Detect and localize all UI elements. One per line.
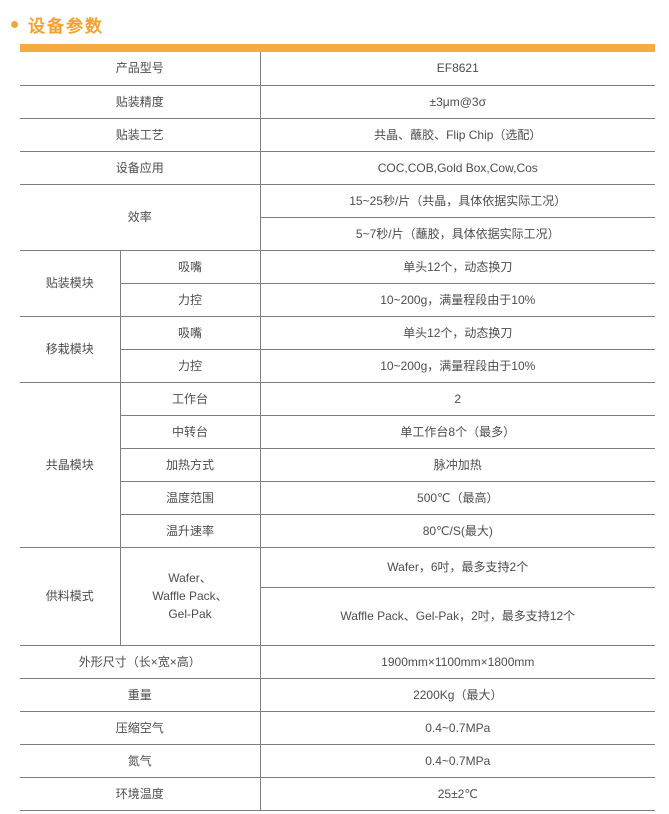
param-value: EF8621 <box>259 52 656 86</box>
table-row: 5~7秒/片（蘸胶，具体依据实际工况） <box>20 217 656 251</box>
param-label: 外形尺寸（长×宽×高） <box>20 645 261 679</box>
table-row: Waffle Pack、Gel-Pak，2吋，最多支持12个 <box>20 587 656 646</box>
param-value: 15~25秒/片（共晶，具体依据实际工况） <box>259 184 656 218</box>
param-value: 10~200g，满量程段由于10% <box>259 283 656 317</box>
param-value: 500℃（最高） <box>259 481 656 515</box>
param-label: 氮气 <box>20 744 261 778</box>
param-value: 2200Kg（最大） <box>259 678 656 712</box>
param-value: Wafer，6吋，最多支持2个 <box>259 547 656 588</box>
table-row: 外形尺寸（长×宽×高） 1900mm×1100mm×1800mm <box>20 645 656 679</box>
table-row: 设备应用 COC,COB,Gold Box,Cow,Cos <box>20 151 656 185</box>
bullet-icon <box>11 20 18 28</box>
table-row: 贴装工艺 共晶、蘸胶、Flip Chip（选配） <box>20 118 656 152</box>
table-row: 重量 2200Kg（最大） <box>20 678 656 712</box>
table-row: 贴装精度 ±3μm@3σ <box>20 85 656 119</box>
param-value: 2 <box>259 382 656 416</box>
param-sub-label: 温升速率 <box>119 514 261 548</box>
table-row: 供料模式 Wafer、 Waffle Pack、 Gel-Pak Wafer，6… <box>20 547 656 646</box>
param-label: 压缩空气 <box>20 711 261 745</box>
section-header: 设备参数 <box>0 0 669 37</box>
param-group-label: 贴装模块 <box>20 250 120 317</box>
param-value: 0.4~0.7MPa <box>259 744 656 778</box>
table-row: 氮气 0.4~0.7MPa <box>20 744 656 778</box>
table-row: 温度范围 500℃（最高） <box>20 481 656 515</box>
table-row: 产品型号 EF8621 <box>20 52 656 86</box>
param-value: 0.4~0.7MPa <box>259 711 656 745</box>
table-row: 力控 10~200g，满量程段由于10% <box>20 283 656 317</box>
table-row: 共晶模块 工作台 2 <box>20 382 656 548</box>
table-row: 力控 10~200g，满量程段由于10% <box>20 349 656 383</box>
param-label: 重量 <box>20 678 261 712</box>
param-label: 贴装工艺 <box>20 118 261 152</box>
spec-table: 产品型号 EF8621 贴装精度 ±3μm@3σ 贴装工艺 共晶、蘸胶、Flip… <box>20 52 656 811</box>
table-row: 压缩空气 0.4~0.7MPa <box>20 711 656 745</box>
table-row: 效率 15~25秒/片（共晶，具体依据实际工况） <box>20 184 656 251</box>
param-group-label: 移栽模块 <box>20 316 120 383</box>
param-value: ±3μm@3σ <box>259 85 656 119</box>
table-row: 中转台 单工作台8个（最多） <box>20 415 656 449</box>
param-value: 1900mm×1100mm×1800mm <box>259 645 656 679</box>
table-row: 加热方式 脉冲加热 <box>20 448 656 482</box>
table-row: 移栽模块 吸嘴 单头12个，动态换刀 <box>20 316 656 383</box>
param-label: 效率 <box>20 184 261 251</box>
table-top-accent-bar <box>20 44 655 52</box>
param-value: 10~200g，满量程段由于10% <box>259 349 656 383</box>
param-label: 设备应用 <box>20 151 261 185</box>
param-sub-label: 吸嘴 <box>119 316 261 350</box>
param-sub-label: 工作台 <box>119 382 261 416</box>
table-row: 温升速率 80℃/S(最大) <box>20 514 656 548</box>
param-value: 单头12个，动态换刀 <box>259 316 656 350</box>
param-value: Waffle Pack、Gel-Pak，2吋，最多支持12个 <box>259 587 656 646</box>
page-title: 设备参数 <box>28 16 104 36</box>
param-value: COC,COB,Gold Box,Cow,Cos <box>259 151 656 185</box>
param-sub-label: 加热方式 <box>119 448 261 482</box>
param-value: 脉冲加热 <box>259 448 656 482</box>
table-row: 环境温度 25±2℃ <box>20 777 656 811</box>
param-group-label: 供料模式 <box>20 547 120 646</box>
param-value: 5~7秒/片（蘸胶，具体依据实际工况） <box>259 217 656 251</box>
param-group-label: 共晶模块 <box>20 382 120 548</box>
param-label: 产品型号 <box>20 52 261 86</box>
param-sub-label: Wafer、 Waffle Pack、 Gel-Pak <box>119 547 261 646</box>
param-label: 环境温度 <box>20 777 261 811</box>
param-sub-label: 力控 <box>119 349 261 383</box>
param-value: 单头12个，动态换刀 <box>259 250 656 284</box>
param-value: 单工作台8个（最多） <box>259 415 656 449</box>
param-label: 贴装精度 <box>20 85 261 119</box>
param-sub-label: 中转台 <box>119 415 261 449</box>
param-sub-label: 力控 <box>119 283 261 317</box>
param-value: 25±2℃ <box>259 777 656 811</box>
param-value: 共晶、蘸胶、Flip Chip（选配） <box>259 118 656 152</box>
param-sub-label: 吸嘴 <box>119 250 261 284</box>
param-sub-label: 温度范围 <box>119 481 261 515</box>
table-row: 贴装模块 吸嘴 单头12个，动态换刀 <box>20 250 656 317</box>
param-value: 80℃/S(最大) <box>259 514 656 548</box>
